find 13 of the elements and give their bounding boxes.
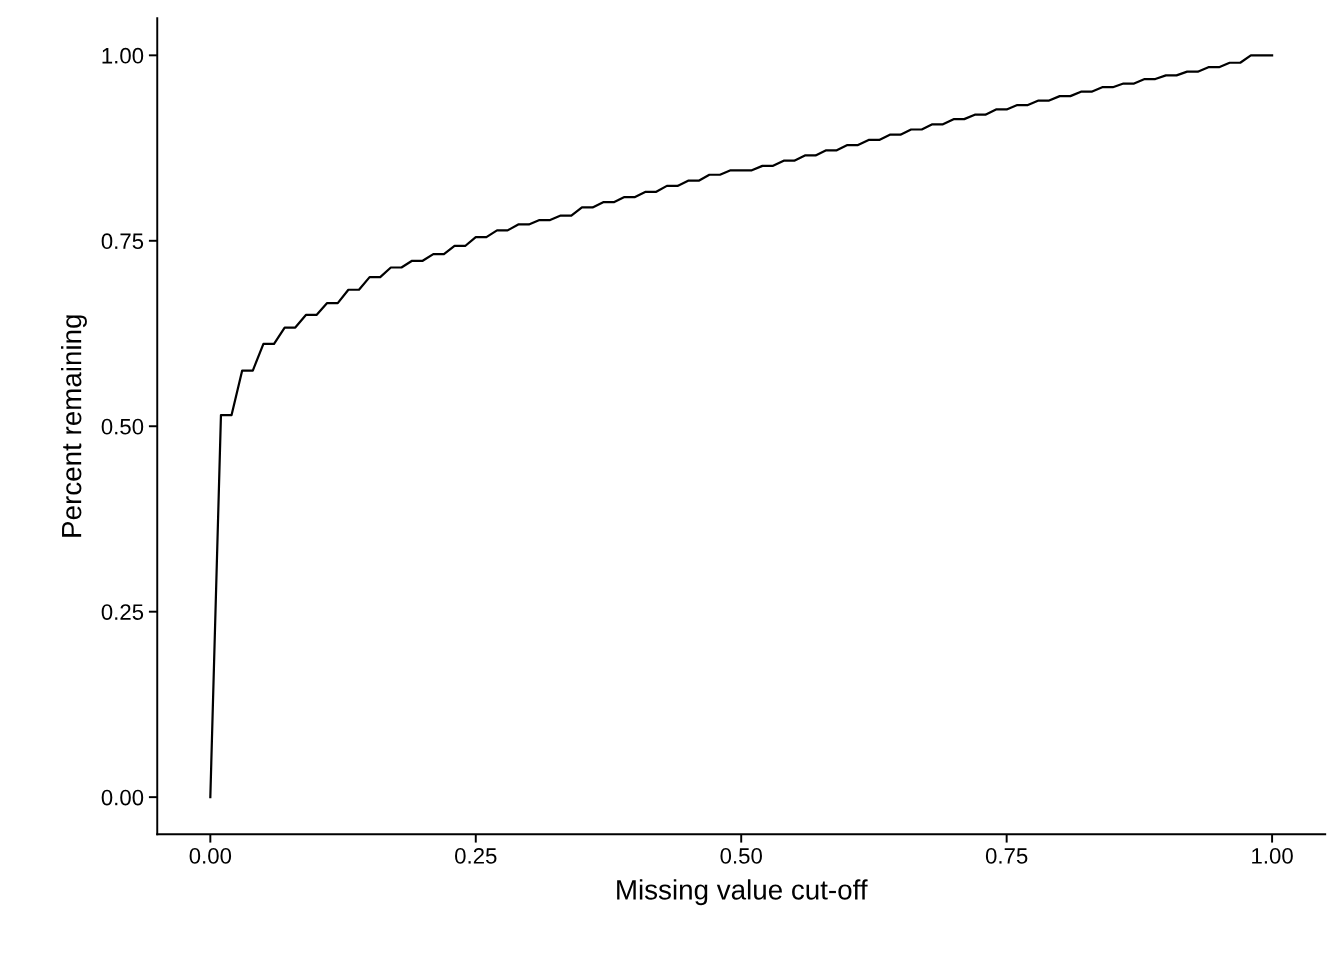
y-tick-label: 0.25 [101,604,144,620]
y-tick-label: 1.00 [102,47,144,64]
x-tick-label: 1.00 [1252,848,1293,864]
y-axis-title: Percent remaining [61,315,87,537]
x-tick-label: 0.50 [720,848,762,864]
x-tick-label: 0.75 [985,848,1028,864]
line-series [209,54,1274,799]
x-axis-title: Missing value cut-off [617,879,868,906]
y-tick-label: 0.75 [101,233,144,250]
x-tick-label: 0.00 [189,848,232,864]
x-tick-label: 0.25 [455,848,497,864]
y-tick-label: 0.50 [101,418,144,435]
y-tick-label: 0.00 [101,789,144,806]
